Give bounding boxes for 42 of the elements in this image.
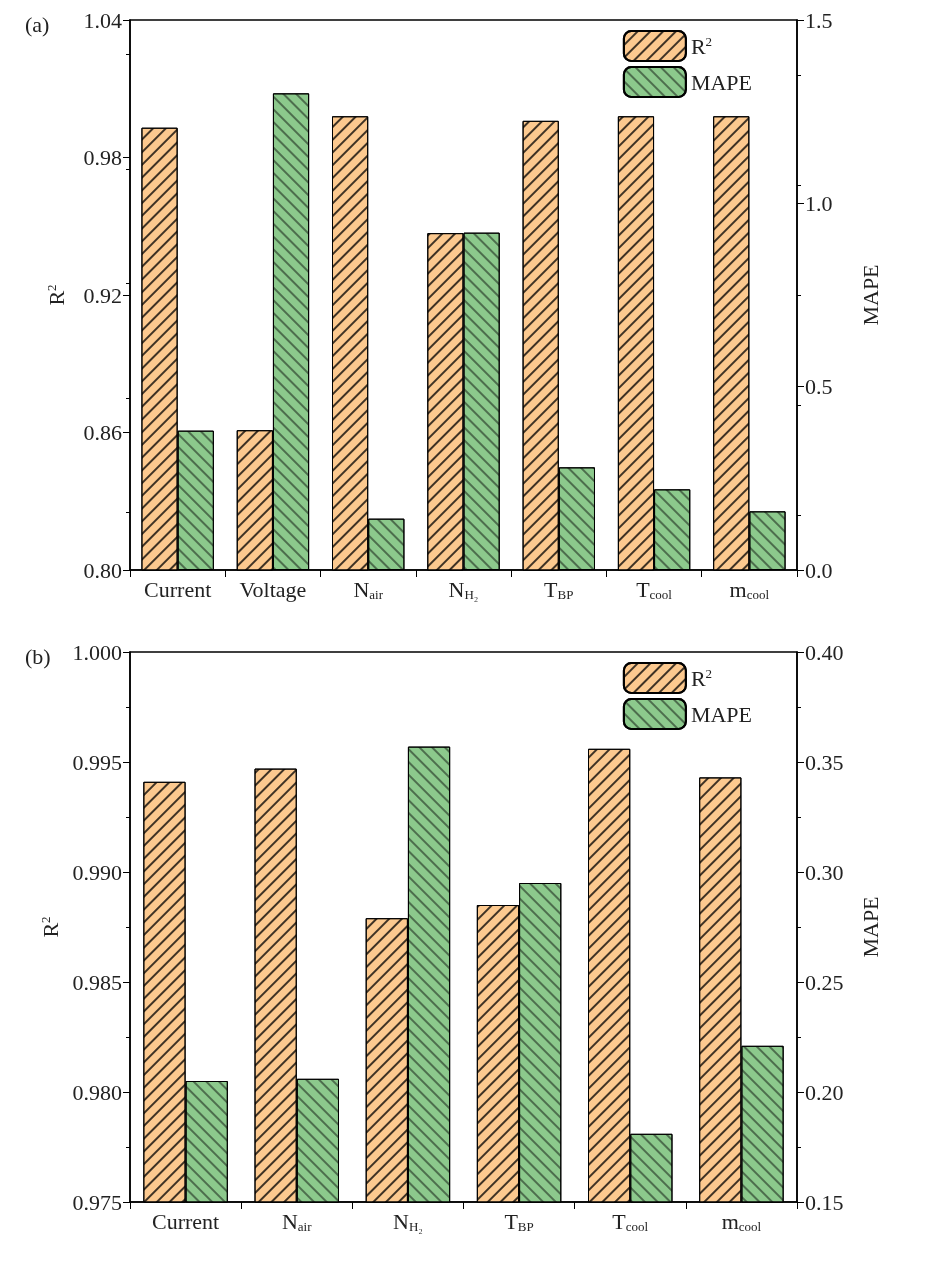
y2-axis-title: MAPE: [857, 896, 883, 958]
x-tick-label: mcool: [721, 1209, 762, 1234]
legend-label: MAPE: [690, 69, 752, 95]
x-tick-label: TBP: [504, 1209, 534, 1234]
x-tick-label: Tcool: [612, 1209, 649, 1234]
y-tick-label: 0.80: [83, 557, 122, 583]
y2-tick-label: 0.25: [805, 969, 844, 995]
chart-title: (a): [25, 11, 50, 37]
y2-tick-label: 0.40: [805, 639, 844, 665]
chart-title: (b): [25, 643, 51, 669]
y-tick-label: 0.990: [72, 859, 122, 885]
x-tick-label: NH₂: [393, 1209, 423, 1234]
x-tick-label: TBP: [544, 577, 574, 602]
y2-tick-label: 0.35: [805, 749, 844, 775]
y2-axis-title: MAPE: [857, 264, 883, 326]
y-axis-title: R2: [38, 916, 64, 938]
y-tick-label: 0.98: [83, 145, 122, 170]
x-tick-label: Voltage: [239, 576, 307, 602]
y2-tick-label: 1.0: [805, 190, 833, 216]
y-tick-label: 0.86: [83, 420, 122, 445]
y2-tick-label: 0.0: [805, 557, 833, 583]
y-tick-label: 0.975: [72, 1189, 122, 1215]
y2-tick-label: 1.5: [805, 7, 833, 33]
y2-tick-label: 0.20: [805, 1079, 844, 1105]
y-axis-title: R2: [44, 284, 69, 306]
y-tick-label: 1.04: [83, 7, 122, 33]
x-tick-label: Current: [144, 576, 212, 602]
y-tick-label: 0.92: [83, 282, 122, 308]
x-tick-label: Nair: [353, 577, 384, 602]
legend-label: MAPE: [690, 701, 752, 727]
y2-tick-label: 0.30: [805, 859, 844, 885]
x-tick-label: Nair: [281, 1209, 313, 1234]
x-tick-label: Current: [151, 1208, 220, 1234]
x-tick-label: NH₂: [448, 577, 479, 602]
y-tick-label: 0.985: [72, 969, 122, 995]
x-tick-label: Tcool: [636, 577, 673, 602]
y-tick-label: 1.000: [72, 639, 122, 665]
y2-tick-label: 0.5: [805, 374, 833, 400]
x-tick-label: mcool: [729, 577, 770, 602]
y2-tick-label: 0.15: [805, 1189, 844, 1215]
y-tick-label: 0.995: [72, 749, 122, 775]
y-tick-label: 0.980: [72, 1079, 122, 1105]
